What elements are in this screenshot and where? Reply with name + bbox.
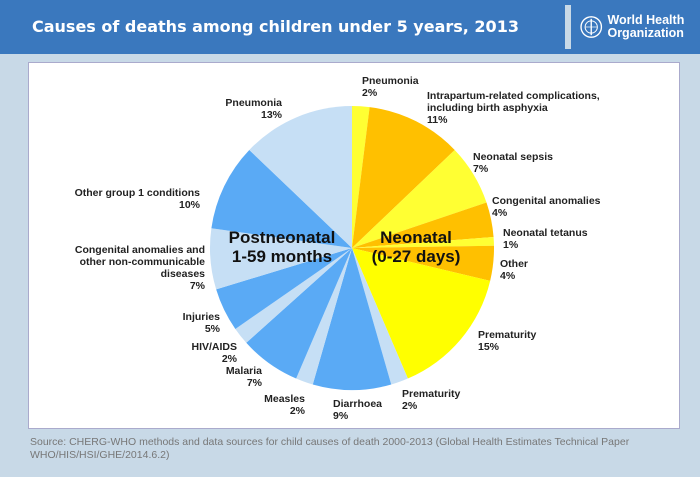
who-logo: World Health Organization: [565, 5, 700, 49]
group-label: Neonatal (0-27 days): [372, 228, 461, 266]
slice-label: Congenital anomalies and other non-commun…: [75, 244, 206, 292]
slice-label: Pneumonia 13%: [225, 97, 282, 121]
pie-slice: [246, 248, 352, 379]
pie-slice: [235, 248, 352, 343]
pie-slice: [352, 106, 370, 248]
slice-label: Malaria 7%: [226, 365, 263, 389]
pie-slice: [211, 149, 352, 248]
slice-label: Diarrhoea 9%: [333, 398, 382, 422]
slice-label: Pneumonia 2%: [362, 75, 419, 99]
slice-label: HIV/AIDS 2%: [191, 341, 237, 365]
slice-label: Measles 2%: [264, 393, 306, 417]
pie-slice: [216, 248, 352, 329]
slice-label: Prematurity 15%: [478, 329, 537, 353]
pie-slice: [249, 106, 352, 248]
slice-label: Injuries 5%: [183, 311, 221, 335]
slice-label: Intrapartum-related complications, includ…: [427, 90, 600, 126]
source-note: Source: CHERG-WHO methods and data sourc…: [30, 436, 630, 461]
pie-slice: [352, 248, 491, 379]
pie-slice: [352, 149, 487, 248]
page-title: Causes of deaths among children under 5 …: [32, 17, 519, 36]
pie-slice: [352, 236, 494, 248]
who-emblem-icon: [580, 16, 603, 38]
slice-label: Neonatal tetanus 1%: [503, 227, 588, 251]
pie-slice: [352, 107, 455, 248]
pie-slice: [312, 248, 392, 390]
pie-slice: [352, 245, 494, 281]
header-bar: Causes of deaths among children under 5 …: [0, 0, 700, 54]
pie-slice: [352, 202, 494, 248]
slice-label: Neonatal sepsis 7%: [473, 151, 553, 175]
group-label: Postneonatal 1-59 months: [229, 228, 336, 266]
slice-label: Other 4%: [500, 258, 528, 282]
pie-slice: [210, 228, 352, 290]
slice-label: Congenital anomalies 4%: [492, 195, 601, 219]
pie-slice: [352, 248, 408, 385]
logo-text: World Health Organization: [607, 13, 685, 40]
slice-label: Prematurity 2%: [402, 388, 461, 412]
slice-label: Other group 1 conditions 10%: [75, 187, 201, 211]
pie-slice: [296, 248, 352, 385]
